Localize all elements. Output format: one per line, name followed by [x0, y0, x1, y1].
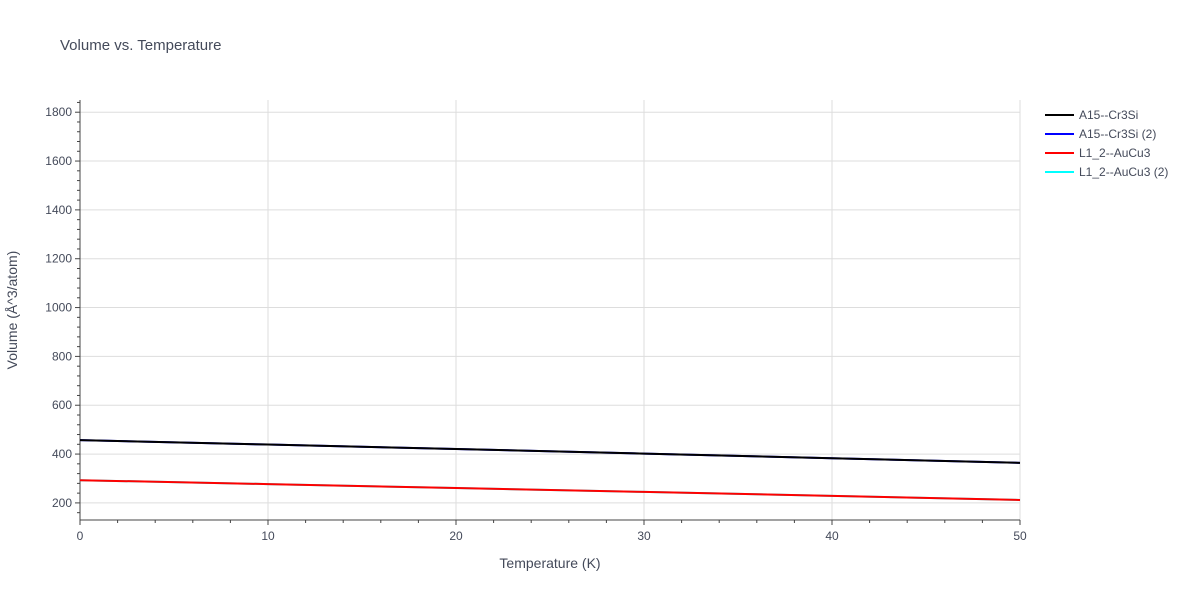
- legend-label: A15--Cr3Si: [1079, 108, 1138, 122]
- y-tick-label: 800: [52, 349, 72, 363]
- legend-label: L1_2--AuCu3: [1079, 146, 1151, 160]
- grid: [80, 100, 1021, 520]
- legend-item[interactable]: A15--Cr3Si (2): [1045, 127, 1156, 141]
- y-tick-label: 1600: [45, 154, 72, 168]
- legend-item[interactable]: A15--Cr3Si: [1045, 108, 1138, 122]
- y-tick-label: 1400: [45, 203, 72, 217]
- y-axis-label: Volume (Å^3/atom): [4, 251, 20, 370]
- x-tick-label: 50: [1013, 529, 1027, 543]
- axes: 0 10 20 30 40 50 200 400 600 800 1000 1200 1400 1600 1…: [45, 100, 1027, 543]
- legend-label: A15--Cr3Si (2): [1079, 127, 1156, 141]
- legend-label: L1_2--AuCu3 (2): [1079, 165, 1168, 179]
- x-tick-label: 20: [449, 529, 463, 543]
- plot-area: [79, 439, 1021, 501]
- legend-item[interactable]: L1_2--AuCu3: [1045, 146, 1151, 160]
- x-tick-label: 30: [637, 529, 651, 543]
- y-tick-label: 600: [52, 398, 72, 412]
- x-tick-label: 0: [77, 529, 84, 543]
- y-tick-label: 200: [52, 496, 72, 510]
- legend[interactable]: A15--Cr3Si A15--Cr3Si (2) L1_2--AuCu3 L1_2-…: [1045, 108, 1168, 179]
- series-line-l1-2-aucu3: [79, 479, 1021, 501]
- x-axis-label: Temperature (K): [499, 555, 600, 571]
- chart-title: Volume vs. Temperature: [60, 37, 221, 54]
- y-tick-label: 400: [52, 447, 72, 461]
- legend-item[interactable]: L1_2--AuCu3 (2): [1045, 165, 1168, 179]
- y-tick-label: 1000: [45, 301, 72, 315]
- series-line-a15-cr3si: [79, 439, 1021, 464]
- y-tick-label: 1200: [45, 252, 72, 266]
- x-tick-label: 10: [261, 529, 275, 543]
- y-tick-label: 1800: [45, 105, 72, 119]
- x-tick-label: 40: [825, 529, 839, 543]
